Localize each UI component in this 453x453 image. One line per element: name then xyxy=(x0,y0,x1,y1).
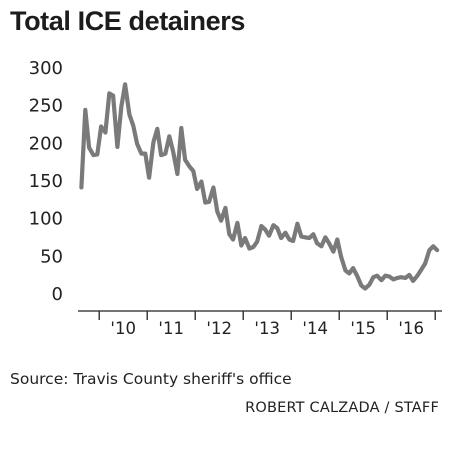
series-line xyxy=(79,82,440,291)
credit-note: ROBERT CALZADA / STAFF xyxy=(245,400,439,416)
x-tick-label: '11 xyxy=(158,319,184,338)
y-tick-label: 100 xyxy=(29,209,63,230)
x-tick-label: '10 xyxy=(110,319,136,338)
x-tick-label: '15 xyxy=(350,319,376,338)
y-tick-label: 300 xyxy=(29,58,63,79)
x-tick-label: '13 xyxy=(254,319,280,338)
x-tick-label: '16 xyxy=(398,319,424,338)
x-axis-tick-marks xyxy=(98,311,436,320)
x-axis-tick-labels: '10 '11 '12 '13 '14 '15 '16 xyxy=(110,319,424,338)
y-tick-label: 250 xyxy=(29,96,63,117)
y-tick-label: 50 xyxy=(40,246,63,267)
chart-title: Total ICE detainers xyxy=(10,6,245,36)
x-tick-label: '12 xyxy=(206,319,232,338)
y-tick-label: 200 xyxy=(29,133,63,154)
x-tick-label: '14 xyxy=(302,319,328,338)
y-tick-label: 150 xyxy=(29,171,63,192)
source-note: Source: Travis County sheriff's office xyxy=(10,370,292,388)
y-axis-ticks: 0 50 100 150 200 250 300 xyxy=(29,58,63,305)
y-tick-label: 0 xyxy=(52,284,63,305)
